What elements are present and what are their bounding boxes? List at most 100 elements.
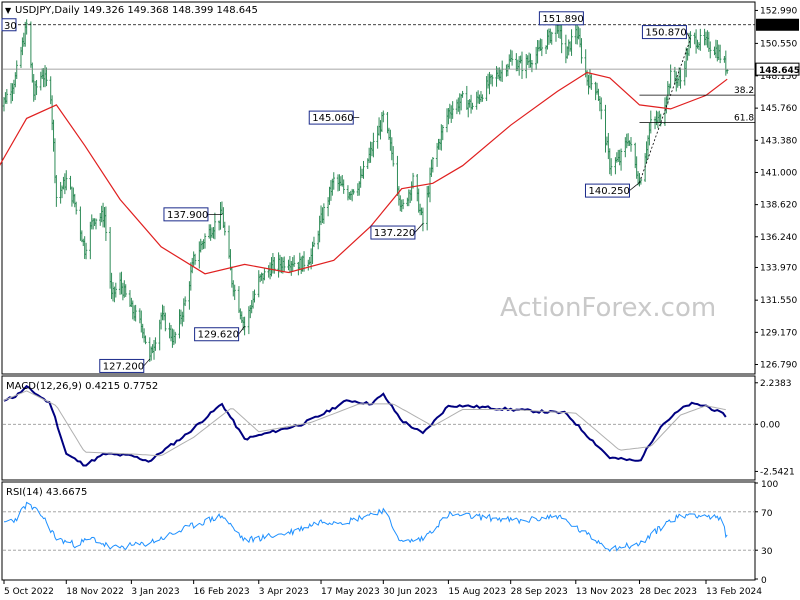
- ohlc-bar: [213, 212, 217, 240]
- ohlc-bar: [530, 59, 534, 73]
- left-cut-label: 30: [1, 18, 17, 32]
- ohlc-bar: [183, 296, 187, 307]
- ohlc-bar: [45, 67, 48, 87]
- ohlc-bar: [520, 51, 524, 79]
- fib-trend-line: [639, 38, 691, 183]
- pivot-value: 137.900: [167, 210, 208, 221]
- pivot-box: [584, 183, 630, 198]
- pivot-value: 129.620: [198, 330, 239, 341]
- ohlc-bar: [382, 110, 385, 123]
- x-tick-label: 3 Apr 2023: [259, 587, 309, 597]
- price-y-tick-label: 131.550: [760, 296, 797, 306]
- macd-signal-line: [3, 390, 726, 457]
- ohlc-bar: [332, 172, 335, 190]
- price-y-tick-label: 150.550: [760, 39, 797, 49]
- left-cut-box: [1, 18, 17, 32]
- ohlc-bar: [392, 146, 395, 167]
- ohlc-bar: [134, 304, 137, 322]
- pivot-label: 150.870: [641, 25, 691, 40]
- fib-level-label: 61.8: [734, 114, 754, 124]
- ohlc-bar: [726, 69, 729, 74]
- ohlc-bar: [619, 148, 623, 171]
- current-price-tag: [755, 62, 800, 76]
- x-tick-label: 16 Feb 2023: [194, 587, 250, 597]
- pivot-label: 145.060: [308, 110, 360, 125]
- current-price-text: 148.645: [759, 66, 800, 76]
- pivot-value: 145.060: [312, 113, 353, 124]
- price-y-tick-label: 141.000: [760, 168, 797, 178]
- ohlc-bar: [35, 80, 38, 96]
- ohlc-bar: [609, 158, 613, 176]
- x-tick-label: 13 Feb 2024: [706, 587, 762, 597]
- macd-layer: [3, 384, 755, 467]
- macd-line: [3, 384, 727, 467]
- ohlc-bar: [144, 335, 147, 345]
- ohlc-bar: [659, 113, 662, 127]
- pivot-box: [641, 25, 687, 40]
- ohlc-bar: [471, 102, 474, 110]
- pivot-box: [370, 225, 416, 240]
- price-overlay: 38.2 61.8 151.890 150.870 145.060 137.900 137.…: [0, 11, 755, 373]
- ohlc-bar: [223, 221, 226, 236]
- ohlc-bar: [481, 94, 484, 102]
- fib-level-label: 38.2: [734, 86, 754, 96]
- pivot-box: [308, 110, 354, 125]
- price-y-tick-label: 136.240: [760, 233, 797, 243]
- price-y-tick-label: 143.380: [760, 136, 797, 146]
- price-bars: [2, 18, 729, 362]
- rsi-y-tick-label: 0: [761, 576, 767, 586]
- rsi-y-tick-label: 70: [761, 509, 773, 519]
- watermark: ActionForex.com: [500, 293, 716, 323]
- ohlc-bar: [718, 44, 722, 64]
- ohlc-bar: [342, 179, 345, 194]
- ohlc-bar: [193, 253, 197, 265]
- ohlc-bar: [451, 101, 454, 119]
- price-y-tick-label: 145.760: [760, 104, 797, 114]
- pivot-box: [194, 327, 240, 342]
- macd-panel-frame: [1, 375, 756, 481]
- dropdown-arrow-icon[interactable]: ▼: [5, 6, 12, 15]
- pivot-value: 127.200: [103, 361, 144, 372]
- ohlc-bar: [629, 137, 633, 152]
- ohlc-bar: [312, 236, 316, 248]
- price-y-tick-label: 138.620: [760, 201, 797, 211]
- pivot-connector: [629, 182, 640, 191]
- x-tick-label: 15 Aug 2023: [448, 587, 506, 597]
- price-title: USDJPY,Daily 149.326 149.368 148.399 148…: [15, 5, 258, 16]
- x-tick-label: 28 Sep 2023: [511, 587, 568, 597]
- pivot-value: 150.870: [645, 28, 686, 39]
- ohlc-bar: [560, 24, 563, 54]
- ohlc-bar: [401, 199, 405, 210]
- ohlc-bar: [431, 157, 435, 173]
- pivot-connector: [414, 223, 424, 233]
- pivot-label: 129.620: [194, 326, 245, 342]
- rsi-panel-frame: [1, 481, 756, 581]
- ohlc-bar: [164, 312, 167, 332]
- price-y-tick-label: 152.990: [760, 6, 797, 16]
- ohlc-bar: [84, 242, 88, 260]
- pivot-value: 140.250: [588, 186, 629, 197]
- ohlc-bar: [94, 218, 98, 230]
- pivot-label: 151.890: [538, 11, 584, 26]
- macd-y-tick-label: -2.5421: [760, 467, 795, 477]
- ohlc-bar: [352, 189, 355, 195]
- ohlc-bar: [243, 316, 246, 336]
- ohlc-bar: [540, 39, 544, 57]
- pivot-box: [538, 11, 584, 26]
- pivot-label: 137.220: [370, 223, 424, 240]
- ohlc-bar: [590, 74, 593, 90]
- ohlc-bar: [55, 175, 58, 207]
- x-tick-label: 17 May 2023: [321, 587, 380, 597]
- ohlc-bar: [441, 125, 444, 141]
- ohlc-bar: [709, 41, 712, 59]
- ohlc-bar: [74, 201, 78, 215]
- rsi-y-tick-label: 100: [761, 480, 778, 490]
- ohlc-bar: [491, 74, 494, 87]
- ohlc-bar: [421, 207, 425, 232]
- ohlc-bar: [25, 19, 28, 35]
- pivot-box: [163, 207, 209, 222]
- pivot-label: 140.250: [584, 182, 640, 198]
- ohlc-bar: [283, 256, 286, 272]
- x-tick-label: 5 Oct 2022: [4, 587, 54, 597]
